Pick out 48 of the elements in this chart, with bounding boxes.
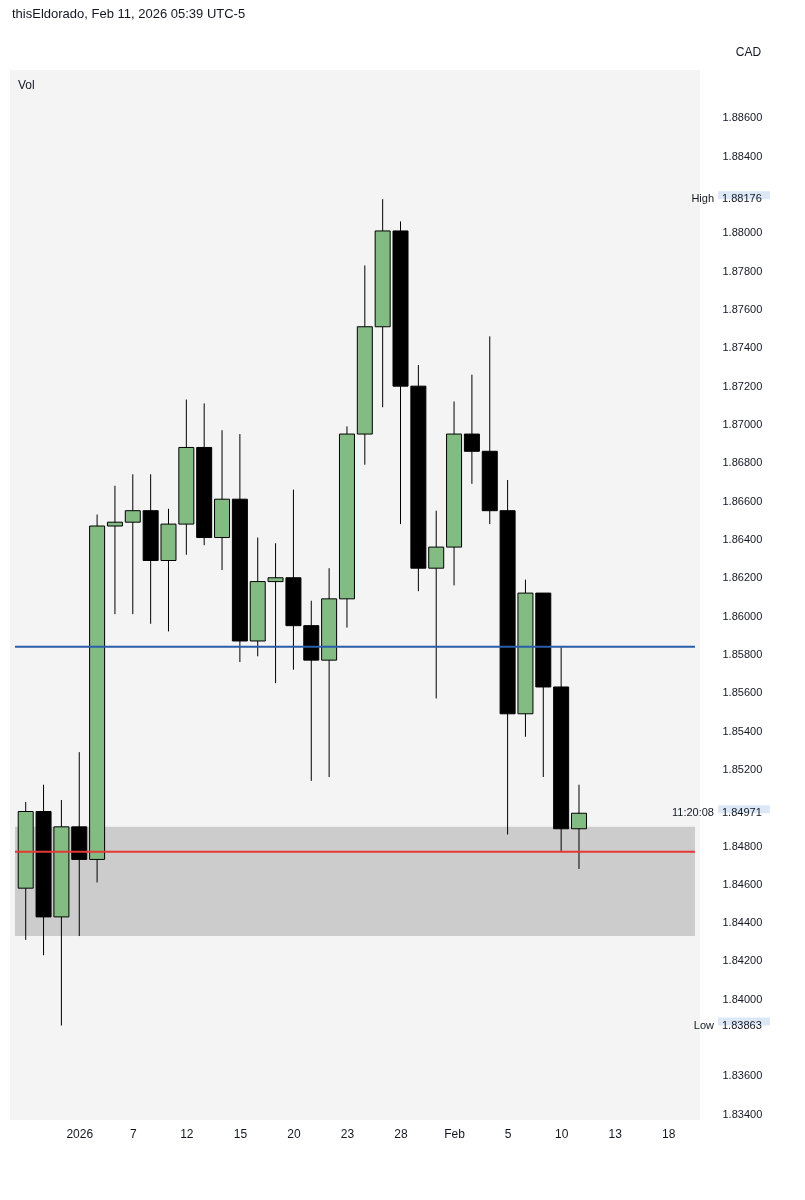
text: 1.88176: [722, 192, 762, 205]
y-tick-label: 1.86400: [722, 532, 763, 545]
candlestick: [570, 784, 587, 870]
y-tick-label: 1.84200: [722, 954, 763, 967]
y-tick-label: 1.88400: [722, 149, 763, 162]
y-tick-label: 1.85200: [722, 762, 763, 775]
x-tick-label: 2026: [66, 1126, 94, 1141]
y-tick-label: 1.83400: [722, 1107, 763, 1120]
y-tick-label: 1.86000: [722, 609, 763, 622]
y-axis-title: CAD: [735, 44, 762, 59]
annotation: 11:20:08: [671, 806, 714, 819]
y-tick-label: 1.87800: [722, 264, 763, 277]
x-tick-label: 7: [129, 1126, 137, 1141]
x-tick-label: Feb: [444, 1126, 466, 1141]
y-tick-label: 1.83600: [722, 1069, 763, 1082]
x-tick-label: 20: [287, 1126, 301, 1141]
y-tick-label: 1.85400: [722, 724, 763, 737]
y-tick-label: 1.86600: [722, 494, 763, 507]
annotation: Vol: [18, 78, 35, 92]
candlestick: [106, 485, 123, 615]
y-tick-label: 1.87000: [722, 417, 763, 430]
y-tick-label: 1.88000: [722, 226, 763, 239]
chart-title: thisEldorado, Feb 11, 2026 05:39 UTC-5: [12, 6, 246, 21]
y-tick-label: 1.87200: [722, 379, 763, 392]
y-tick-label: 1.84800: [722, 839, 763, 852]
y-tick-label: 1.85800: [722, 647, 763, 660]
x-tick-label: 28: [394, 1126, 409, 1141]
y-tick-label: 1.88600: [722, 111, 763, 124]
annotation: High: [691, 192, 714, 205]
text: 1.83863: [722, 1018, 762, 1031]
x-tick-label: 10: [554, 1126, 569, 1141]
x-tick-label: 5: [504, 1126, 512, 1141]
y-tick-label: 1.84000: [722, 992, 763, 1005]
x-tick-label: 18: [662, 1126, 676, 1141]
y-tick-label: 1.86800: [722, 456, 763, 469]
annotation: Low: [693, 1018, 715, 1031]
x-tick-label: 13: [608, 1126, 623, 1141]
x-tick-label: 12: [180, 1126, 194, 1141]
text: 1.84971: [722, 806, 762, 819]
x-tick-label: 15: [233, 1126, 248, 1141]
y-tick-label: 1.86200: [722, 571, 763, 584]
y-tick-label: 1.87600: [722, 303, 763, 316]
candlestick: [463, 374, 480, 485]
y-tick-label: 1.87400: [722, 341, 763, 354]
y-tick-label: 1.84400: [722, 916, 763, 929]
y-tick-label: 1.84600: [722, 877, 763, 890]
y-tick-label: 1.85600: [722, 686, 763, 699]
x-tick-label: 23: [340, 1126, 355, 1141]
